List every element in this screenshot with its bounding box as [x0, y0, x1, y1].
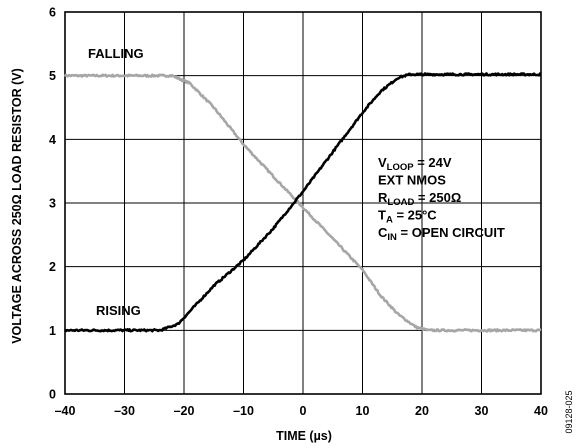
y-axis-title: VOLTAGE ACROSS 250Ω LOAD RESISTOR (V) — [10, 68, 24, 344]
series-line-falling — [63, 73, 542, 333]
y-tick-label: 3 — [49, 197, 56, 211]
plot-frame — [64, 11, 542, 395]
annotation-line: TA = 25°C — [378, 208, 437, 226]
series-line-rising — [64, 72, 542, 333]
x-tick-label: –10 — [233, 404, 254, 418]
series-group — [63, 72, 542, 333]
annotation-line: VLOOP = 24V — [378, 155, 452, 173]
x-tick-label: 40 — [534, 404, 548, 418]
series-label-rising: RISING — [96, 303, 141, 318]
annotation-line: EXT NMOS — [378, 173, 446, 188]
y-tick-labels: 0 1 2 3 4 5 6 — [49, 6, 56, 402]
y-tick-label: 2 — [49, 260, 56, 274]
grid — [64, 11, 542, 395]
x-tick-label: 20 — [415, 404, 429, 418]
y-tick-label: 5 — [49, 69, 56, 83]
x-tick-label: 30 — [475, 404, 489, 418]
y-tick-label: 6 — [49, 6, 56, 20]
x-axis-title: TIME (µs) — [276, 429, 332, 443]
y-tick-label: 1 — [49, 324, 56, 338]
figure-id: 09128-025 — [564, 390, 574, 433]
y-tick-label: 0 — [49, 388, 56, 402]
x-tick-label: –20 — [174, 404, 195, 418]
x-tick-label: 0 — [300, 404, 307, 418]
x-tick-labels: –40 –30 –20 –10 0 10 20 30 40 — [55, 404, 548, 418]
x-tick-label: –40 — [55, 404, 76, 418]
x-tick-label: 10 — [356, 404, 370, 418]
plot-border — [64, 11, 542, 395]
series-label-falling: FALLING — [88, 46, 144, 61]
y-tick-label: 4 — [49, 133, 56, 147]
annotation-line: RLOAD = 250Ω — [378, 190, 461, 208]
x-tick-label: –30 — [114, 404, 135, 418]
annotation-line: CIN = OPEN CIRCUIT — [378, 225, 505, 243]
